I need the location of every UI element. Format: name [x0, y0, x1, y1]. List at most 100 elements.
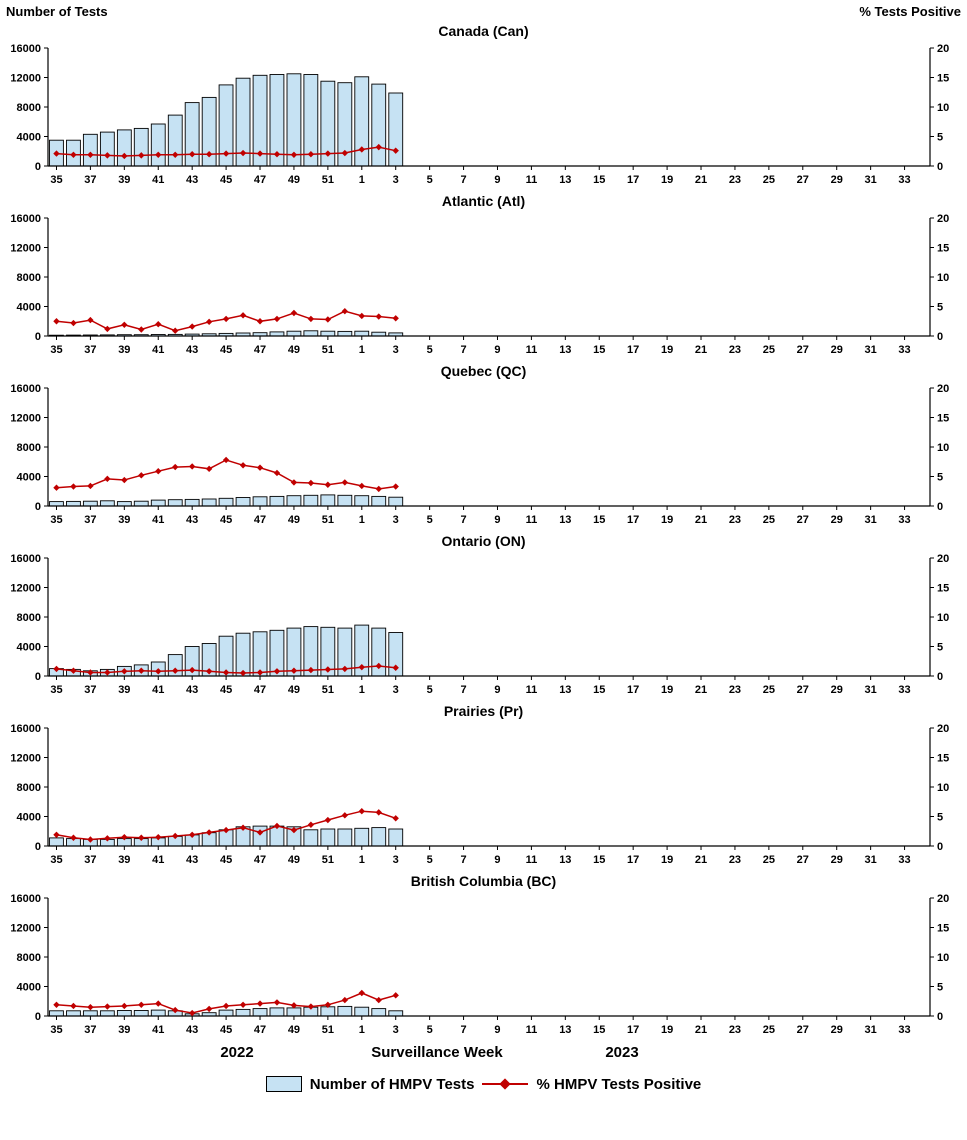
svg-text:1: 1 — [359, 684, 365, 696]
svg-text:51: 51 — [322, 1024, 334, 1036]
svg-text:0: 0 — [35, 161, 41, 173]
svg-text:3: 3 — [393, 514, 399, 526]
svg-text:5: 5 — [427, 514, 433, 526]
svg-text:7: 7 — [460, 854, 466, 866]
svg-text:49: 49 — [288, 684, 300, 696]
svg-text:0: 0 — [35, 841, 41, 853]
svg-text:17: 17 — [627, 514, 639, 526]
svg-text:10: 10 — [937, 612, 949, 624]
svg-text:39: 39 — [118, 854, 130, 866]
svg-text:7: 7 — [460, 514, 466, 526]
svg-text:5: 5 — [427, 854, 433, 866]
svg-text:25: 25 — [763, 1024, 775, 1036]
svg-text:9: 9 — [494, 854, 500, 866]
svg-text:0: 0 — [35, 1011, 41, 1023]
panel-title-british-columbia: British Columbia (BC) — [410, 873, 557, 889]
svg-text:31: 31 — [865, 854, 877, 866]
svg-text:0: 0 — [937, 501, 943, 513]
svg-text:3: 3 — [393, 854, 399, 866]
svg-text:51: 51 — [322, 344, 334, 356]
svg-text:29: 29 — [831, 684, 843, 696]
svg-text:3: 3 — [393, 684, 399, 696]
svg-text:9: 9 — [494, 344, 500, 356]
svg-text:0: 0 — [35, 671, 41, 683]
svg-text:31: 31 — [865, 1024, 877, 1036]
svg-text:21: 21 — [695, 514, 707, 526]
svg-text:9: 9 — [494, 514, 500, 526]
svg-text:11: 11 — [526, 514, 538, 526]
svg-text:10: 10 — [937, 782, 949, 794]
svg-text:47: 47 — [254, 684, 266, 696]
svg-text:8000: 8000 — [17, 442, 41, 454]
year-2022-label: 2022 — [220, 1044, 254, 1061]
svg-text:43: 43 — [186, 1024, 198, 1036]
svg-text:5: 5 — [427, 344, 433, 356]
svg-text:5: 5 — [937, 642, 943, 654]
svg-text:17: 17 — [627, 854, 639, 866]
svg-text:49: 49 — [288, 174, 300, 186]
svg-text:15: 15 — [937, 923, 949, 935]
svg-text:1: 1 — [359, 514, 365, 526]
svg-text:39: 39 — [118, 684, 130, 696]
svg-text:31: 31 — [865, 174, 877, 186]
svg-text:13: 13 — [559, 854, 571, 866]
svg-text:37: 37 — [84, 1024, 96, 1036]
svg-text:5: 5 — [937, 132, 943, 144]
svg-text:15: 15 — [593, 854, 605, 866]
svg-text:39: 39 — [118, 514, 130, 526]
svg-text:9: 9 — [494, 1024, 500, 1036]
svg-text:35: 35 — [50, 684, 62, 696]
svg-text:8000: 8000 — [17, 102, 41, 114]
svg-text:19: 19 — [661, 514, 673, 526]
panel-title-atlantic: Atlantic (Atl) — [441, 193, 526, 209]
svg-text:5: 5 — [427, 684, 433, 696]
svg-text:20: 20 — [937, 383, 949, 395]
svg-text:20: 20 — [937, 723, 949, 735]
svg-text:8000: 8000 — [17, 782, 41, 794]
svg-text:5: 5 — [937, 472, 943, 484]
svg-text:27: 27 — [797, 1024, 809, 1036]
svg-text:31: 31 — [865, 514, 877, 526]
svg-text:23: 23 — [729, 514, 741, 526]
axis-titles-row: Number of Tests % Tests Positive — [0, 2, 967, 22]
svg-text:4000: 4000 — [17, 812, 41, 824]
svg-text:1: 1 — [359, 854, 365, 866]
svg-text:25: 25 — [763, 344, 775, 356]
svg-text:8000: 8000 — [17, 272, 41, 284]
svg-text:25: 25 — [763, 854, 775, 866]
svg-text:7: 7 — [460, 684, 466, 696]
svg-text:19: 19 — [661, 344, 673, 356]
svg-text:49: 49 — [288, 1024, 300, 1036]
svg-text:4000: 4000 — [17, 132, 41, 144]
right-axis-title: % Tests Positive — [859, 4, 961, 19]
svg-text:5: 5 — [427, 174, 433, 186]
svg-text:29: 29 — [831, 174, 843, 186]
svg-text:19: 19 — [661, 684, 673, 696]
svg-text:35: 35 — [50, 344, 62, 356]
svg-text:21: 21 — [695, 1024, 707, 1036]
svg-text:0: 0 — [937, 1011, 943, 1023]
svg-text:43: 43 — [186, 684, 198, 696]
svg-text:17: 17 — [627, 684, 639, 696]
svg-text:45: 45 — [220, 684, 232, 696]
panel-british-columbia: British Columbia (BC) 0 4000 8000 12000 1600… — [0, 873, 967, 1042]
svg-text:13: 13 — [559, 174, 571, 186]
svg-text:8000: 8000 — [17, 612, 41, 624]
svg-text:10: 10 — [937, 952, 949, 964]
svg-text:27: 27 — [797, 514, 809, 526]
svg-text:11: 11 — [526, 684, 538, 696]
svg-text:11: 11 — [526, 1024, 538, 1036]
svg-text:23: 23 — [729, 344, 741, 356]
svg-text:33: 33 — [898, 344, 910, 356]
svg-text:45: 45 — [220, 174, 232, 186]
svg-text:15: 15 — [937, 413, 949, 425]
svg-text:11: 11 — [526, 854, 538, 866]
svg-text:15: 15 — [593, 1024, 605, 1036]
svg-text:19: 19 — [661, 854, 673, 866]
panel-ontario: Ontario (ON) 0 4000 8000 12000 16000 0 5 10 15 20… — [0, 533, 967, 702]
svg-text:20: 20 — [937, 213, 949, 225]
svg-text:23: 23 — [729, 854, 741, 866]
